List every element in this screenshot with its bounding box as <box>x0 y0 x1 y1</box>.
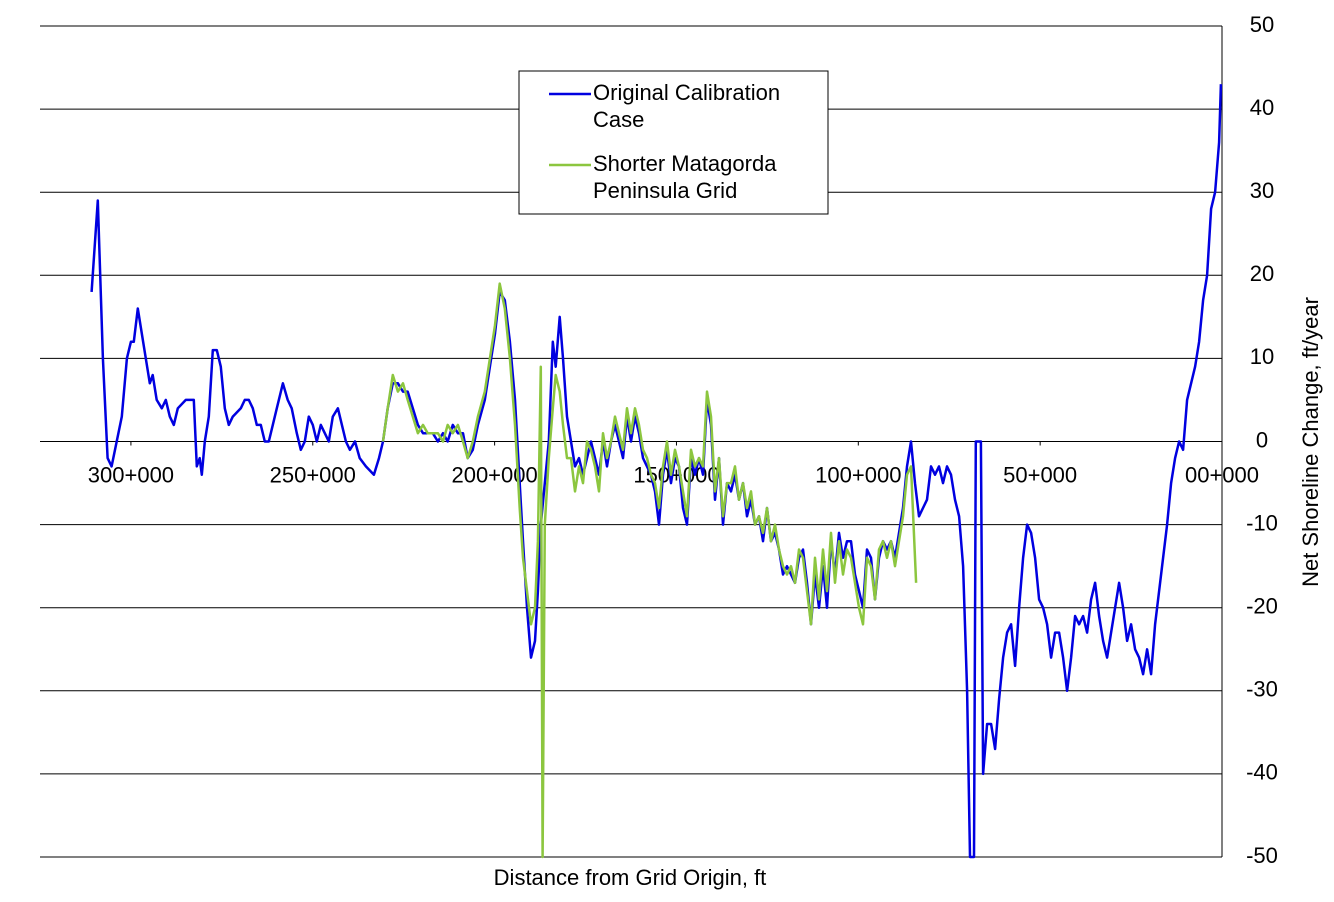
x-tick-label: 200+000 <box>451 462 537 487</box>
legend: Original Calibration Case Shorter Matagord… <box>518 70 829 215</box>
y-tick-label: 30 <box>1250 178 1274 203</box>
x-tick-label: 250+000 <box>270 462 356 487</box>
x-tick-label: 300+000 <box>88 462 174 487</box>
y-tick-label: 20 <box>1250 261 1274 286</box>
x-tick-label: 100+000 <box>815 462 901 487</box>
x-tick-label: 50+000 <box>1003 462 1077 487</box>
y-tick-label: -20 <box>1246 594 1278 619</box>
y-tick-label: -40 <box>1246 760 1278 785</box>
y-tick-label: 40 <box>1250 95 1274 120</box>
x-tick-label: 00+000 <box>1185 462 1259 487</box>
y-axis-title: Net Shoreline Change, ft/year <box>1298 297 1323 587</box>
y-tick-label: 10 <box>1250 344 1274 369</box>
legend-label: Original Calibration Case <box>593 80 780 132</box>
y-tick-label: -50 <box>1246 843 1278 868</box>
y-tick-label: -10 <box>1246 510 1278 535</box>
y-tick-label: -30 <box>1246 677 1278 702</box>
y-tick-label: 50 <box>1250 12 1274 37</box>
legend-label: Shorter Matagorda Peninsula Grid <box>593 151 777 203</box>
data-line <box>381 282 918 859</box>
y-tick-label: 0 <box>1256 427 1268 452</box>
data-line <box>90 84 1223 859</box>
x-axis-title: Distance from Grid Origin, ft <box>494 865 767 890</box>
